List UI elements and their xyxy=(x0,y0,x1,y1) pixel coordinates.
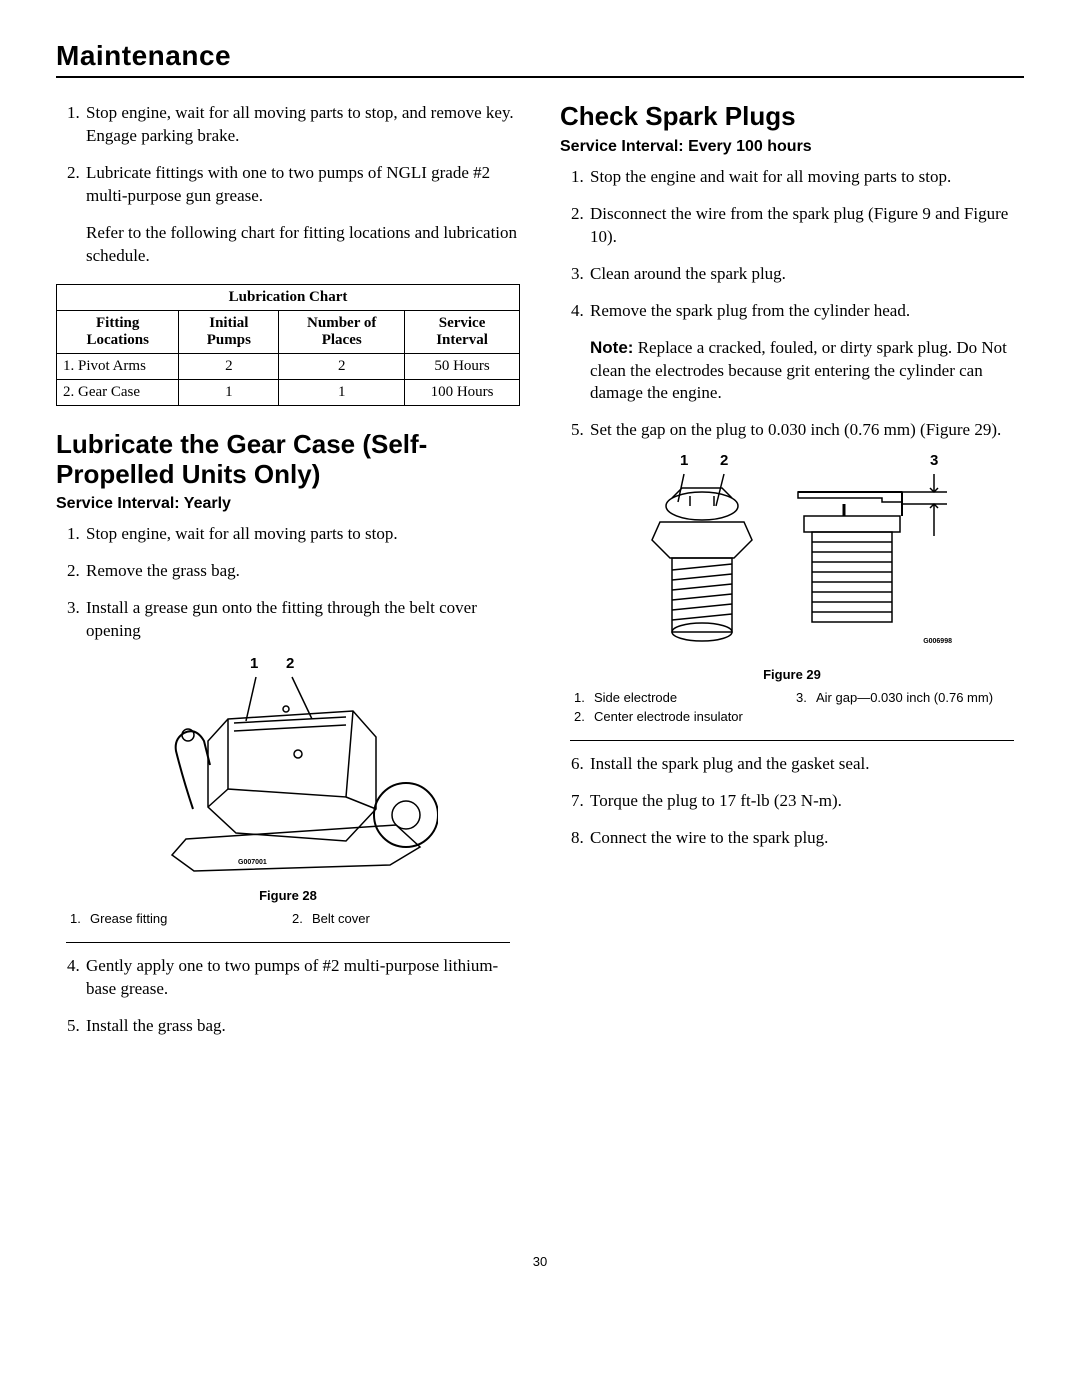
fig28-callout-2: 2 xyxy=(286,655,294,672)
spark-step-7: Torque the plug to 17 ft-lb (23 N-m). xyxy=(588,790,1024,813)
legend-num: 1. xyxy=(574,690,594,705)
spark-step-6: Install the spark plug and the gasket se… xyxy=(588,753,1024,776)
lub-cell: 100 Hours xyxy=(405,379,520,405)
fig29-caption: Figure 29 xyxy=(560,667,1024,682)
intro-step-2-sub: Refer to the following chart for fitting… xyxy=(86,222,520,268)
fig28-legend-item: 2. Belt cover xyxy=(288,909,510,928)
right-column: Check Spark Plugs Service Interval: Ever… xyxy=(560,102,1024,1054)
lub-cell: 2. Gear Case xyxy=(57,379,179,405)
gear-step-4: Gently apply one to two pumps of #2 mult… xyxy=(84,955,520,1001)
legend-text: Air gap—0.030 inch (0.76 mm) xyxy=(816,690,993,705)
legend-num: 2. xyxy=(574,709,594,724)
fig29-legend: 1. Side electrode 3. Air gap—0.030 inch … xyxy=(570,688,1014,741)
intro-steps: Stop engine, wait for all moving parts t… xyxy=(56,102,520,268)
legend-text: Grease fitting xyxy=(90,911,167,926)
fig29-legend-item: 2. Center electrode insulator xyxy=(570,707,792,726)
fig29-legend-item: 3. Air gap—0.030 inch (0.76 mm) xyxy=(792,688,1014,707)
fig29-callout-1: 1 xyxy=(680,452,688,469)
lub-cell: 1 xyxy=(279,379,405,405)
legend-text: Side electrode xyxy=(594,690,677,705)
spark-step-4: Remove the spark plug from the cylinder … xyxy=(588,300,1024,406)
lub-cell: 2 xyxy=(279,353,405,379)
fig28-legend-item: 1. Grease fitting xyxy=(66,909,288,928)
lub-cell: 50 Hours xyxy=(405,353,520,379)
intro-step-2: Lubricate fittings with one to two pumps… xyxy=(84,162,520,268)
lub-head-0: Fitting Locations xyxy=(57,310,179,353)
note-label: Note: xyxy=(590,338,633,357)
spark-steps-a: Stop the engine and wait for all moving … xyxy=(560,166,1024,442)
gear-step-1: Stop engine, wait for all moving parts t… xyxy=(84,523,520,546)
gear-case-heading: Lubricate the Gear Case (Self-Propelled … xyxy=(56,430,520,490)
gear-steps-b: Gently apply one to two pumps of #2 mult… xyxy=(56,955,520,1038)
figure-28-block: 1 2 xyxy=(56,659,520,903)
gear-step-2: Remove the grass bag. xyxy=(84,560,520,583)
spark-step-8: Connect the wire to the spark plug. xyxy=(588,827,1024,850)
figure-28-illustration xyxy=(138,659,438,879)
gear-steps-a: Stop engine, wait for all moving parts t… xyxy=(56,523,520,643)
spark-heading: Check Spark Plugs xyxy=(560,102,1024,132)
spark-step-1: Stop the engine and wait for all moving … xyxy=(588,166,1024,189)
section-heading: Maintenance xyxy=(56,40,1024,78)
lub-row-1: 2. Gear Case 1 1 100 Hours xyxy=(57,379,520,405)
two-column-layout: Stop engine, wait for all moving parts t… xyxy=(56,102,1024,1054)
spark-step-2: Disconnect the wire from the spark plug … xyxy=(588,203,1024,249)
fig29-legend-spacer xyxy=(792,707,1014,726)
left-column: Stop engine, wait for all moving parts t… xyxy=(56,102,520,1054)
legend-num: 2. xyxy=(292,911,312,926)
spark-service-interval: Service Interval: Every 100 hours xyxy=(560,138,1024,156)
spark-step-3: Clean around the spark plug. xyxy=(588,263,1024,286)
fig29-legend-item: 1. Side electrode xyxy=(570,688,792,707)
fig28-gcode: G007001 xyxy=(238,859,267,866)
legend-num: 3. xyxy=(796,690,816,705)
spark-note: Note: Replace a cracked, fouled, or dirt… xyxy=(590,337,1024,406)
lub-head-3: Service Interval xyxy=(405,310,520,353)
intro-step-2-text: Lubricate fittings with one to two pumps… xyxy=(86,163,490,205)
legend-text: Belt cover xyxy=(312,911,370,926)
fig29-callout-2: 2 xyxy=(720,452,728,469)
lub-cell: 2 xyxy=(179,353,279,379)
lub-cell: 1 xyxy=(179,379,279,405)
fig28-caption: Figure 28 xyxy=(56,888,520,903)
spark-steps-b: Install the spark plug and the gasket se… xyxy=(560,753,1024,850)
page-number: 30 xyxy=(56,1254,1024,1269)
lub-head-2: Number of Places xyxy=(279,310,405,353)
spark-step-5: Set the gap on the plug to 0.030 inch (0… xyxy=(588,419,1024,442)
legend-num: 1. xyxy=(70,911,90,926)
figure-29-block: 1 2 3 xyxy=(560,458,1024,682)
intro-step-1: Stop engine, wait for all moving parts t… xyxy=(84,102,520,148)
gear-service-interval: Service Interval: Yearly xyxy=(56,495,520,513)
fig28-legend: 1. Grease fitting 2. Belt cover xyxy=(66,909,510,943)
figure-29-illustration xyxy=(612,458,972,658)
gear-step-3: Install a grease gun onto the fitting th… xyxy=(84,597,520,643)
fig29-callout-3: 3 xyxy=(930,452,938,469)
lub-head-1: Initial Pumps xyxy=(179,310,279,353)
fig28-callout-1: 1 xyxy=(250,655,258,672)
lubrication-chart: Lubrication Chart Fitting Locations Init… xyxy=(56,284,520,406)
lub-chart-title: Lubrication Chart xyxy=(57,284,520,310)
legend-text: Center electrode insulator xyxy=(594,709,743,724)
spark-step-4-text: Remove the spark plug from the cylinder … xyxy=(590,301,910,320)
fig29-gcode: G006998 xyxy=(923,638,952,645)
note-text: Replace a cracked, fouled, or dirty spar… xyxy=(590,338,1007,403)
lub-cell: 1. Pivot Arms xyxy=(57,353,179,379)
lub-row-0: 1. Pivot Arms 2 2 50 Hours xyxy=(57,353,520,379)
gear-step-5: Install the grass bag. xyxy=(84,1015,520,1038)
